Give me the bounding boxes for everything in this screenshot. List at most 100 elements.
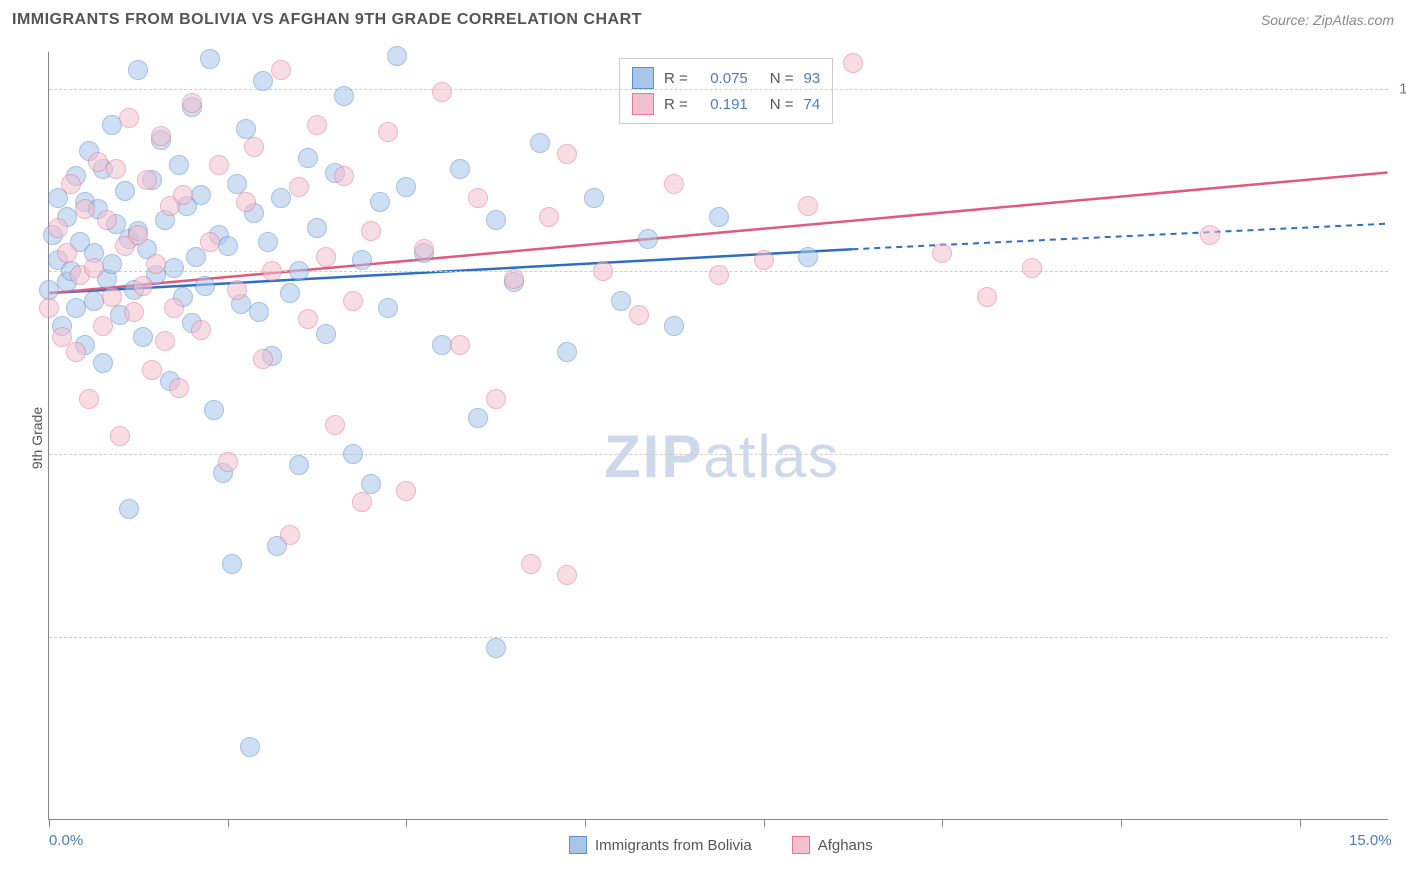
data-point — [629, 305, 649, 325]
data-point — [593, 261, 613, 281]
data-point — [151, 126, 171, 146]
data-point — [209, 155, 229, 175]
data-point — [164, 258, 184, 278]
data-point — [361, 474, 381, 494]
data-point — [396, 481, 416, 501]
gridline — [49, 89, 1388, 90]
data-point — [133, 276, 153, 296]
data-point — [84, 258, 104, 278]
data-point — [227, 174, 247, 194]
legend-n-label: N = — [770, 70, 794, 87]
data-point — [240, 737, 260, 757]
data-point — [450, 159, 470, 179]
data-point — [325, 415, 345, 435]
data-point — [75, 199, 95, 219]
data-point — [334, 166, 354, 186]
data-point — [244, 137, 264, 157]
legend-swatch — [569, 836, 587, 854]
data-point — [218, 236, 238, 256]
data-point — [93, 316, 113, 336]
data-point — [249, 302, 269, 322]
data-point — [1022, 258, 1042, 278]
data-point — [280, 525, 300, 545]
legend-swatch — [632, 93, 654, 115]
data-point — [343, 444, 363, 464]
source-attribution: Source: ZipAtlas.com — [1261, 12, 1394, 28]
data-point — [584, 188, 604, 208]
data-point — [977, 287, 997, 307]
data-point — [664, 174, 684, 194]
data-point — [352, 492, 372, 512]
trend-line-extrapolation — [852, 224, 1387, 250]
data-point — [754, 250, 774, 270]
x-tick — [1121, 819, 1122, 827]
data-point — [218, 452, 238, 472]
data-point — [396, 177, 416, 197]
data-point — [79, 389, 99, 409]
data-point — [204, 400, 224, 420]
data-point — [258, 232, 278, 252]
data-point — [97, 210, 117, 230]
data-point — [191, 320, 211, 340]
series-legend: Immigrants from Bolivia Afghans — [569, 836, 873, 854]
data-point — [146, 254, 166, 274]
series-label: Immigrants from Bolivia — [595, 837, 752, 854]
legend-r-label: R = — [664, 96, 688, 113]
data-point — [289, 177, 309, 197]
data-point — [352, 250, 372, 270]
data-point — [798, 196, 818, 216]
data-point — [124, 302, 144, 322]
data-point — [262, 261, 282, 281]
data-point — [504, 269, 524, 289]
legend-row: R =0.075N =93 — [632, 65, 820, 91]
x-tick — [406, 819, 407, 827]
data-point — [557, 342, 577, 362]
scatter-plot: ZIPatlas R =0.075N =93R =0.191N =74 Immi… — [48, 52, 1388, 820]
data-point — [343, 291, 363, 311]
data-point — [709, 265, 729, 285]
data-point — [932, 243, 952, 263]
data-point — [709, 207, 729, 227]
legend-r-value: 0.075 — [698, 70, 748, 87]
series-legend-item: Afghans — [792, 836, 873, 854]
data-point — [61, 174, 81, 194]
data-point — [191, 185, 211, 205]
x-tick — [764, 819, 765, 827]
gridline — [49, 637, 1388, 638]
data-point — [227, 280, 247, 300]
data-point — [289, 261, 309, 281]
data-point — [137, 170, 157, 190]
data-point — [307, 115, 327, 135]
x-tick — [228, 819, 229, 827]
data-point — [486, 389, 506, 409]
data-point — [611, 291, 631, 311]
data-point — [133, 327, 153, 347]
x-tick — [1300, 819, 1301, 827]
data-point — [450, 335, 470, 355]
data-point — [57, 243, 77, 263]
data-point — [182, 93, 202, 113]
data-point — [316, 247, 336, 267]
data-point — [798, 247, 818, 267]
series-legend-item: Immigrants from Bolivia — [569, 836, 752, 854]
data-point — [236, 119, 256, 139]
data-point — [432, 82, 452, 102]
y-tick-label: 100.0% — [1399, 80, 1406, 97]
data-point — [468, 188, 488, 208]
data-point — [102, 287, 122, 307]
data-point — [486, 210, 506, 230]
legend-r-value: 0.191 — [698, 96, 748, 113]
data-point — [222, 554, 242, 574]
data-point — [334, 86, 354, 106]
data-point — [271, 188, 291, 208]
data-point — [253, 71, 273, 91]
watermark: ZIPatlas — [604, 422, 840, 491]
legend-swatch — [632, 67, 654, 89]
chart-title: IMMIGRANTS FROM BOLIVIA VS AFGHAN 9TH GR… — [12, 11, 642, 29]
data-point — [236, 192, 256, 212]
legend-n-label: N = — [770, 96, 794, 113]
data-point — [128, 225, 148, 245]
data-point — [84, 291, 104, 311]
data-point — [66, 342, 86, 362]
data-point — [271, 60, 291, 80]
